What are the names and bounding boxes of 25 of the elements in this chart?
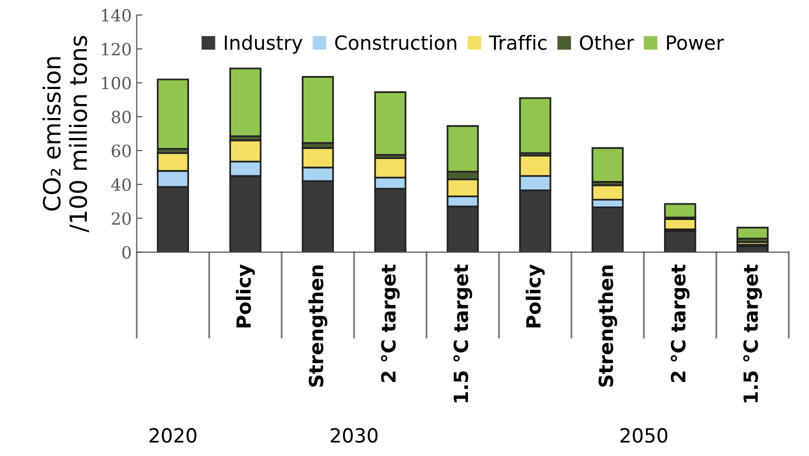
text: 2030 <box>330 428 378 443</box>
y-tick-label: 120 <box>102 42 131 56</box>
text: 2050 <box>620 428 668 443</box>
x-tick-label: Policy <box>236 264 255 328</box>
y-tick-label: 100 <box>102 76 131 90</box>
y-tick-label: 20 <box>112 212 131 225</box>
text: 2020 <box>150 428 196 443</box>
x-tick-label: Strengthen <box>598 266 618 387</box>
legend-label: Other <box>580 34 634 50</box>
x-tick-label: 1.5 °C target <box>453 264 472 402</box>
x-tick-label: 2 °C target <box>670 264 690 382</box>
y-tick-label: 40 <box>111 178 131 191</box>
legend-label: Traffic <box>488 34 546 50</box>
x-tick-label: Strengthen <box>308 266 328 387</box>
y-tick-label: 60 <box>112 144 131 158</box>
legend-label: Industry <box>224 34 302 54</box>
x-tick-label: 2 °C target <box>380 264 400 382</box>
y-tick-label: 140 <box>102 9 131 22</box>
y-tick-label: 80 <box>112 110 131 124</box>
x-tick-label: Policy <box>526 264 545 328</box>
y-tick-label: 0 <box>122 246 131 259</box>
x-tick-label: 1.5 °C target <box>743 264 762 402</box>
legend-label: Construction <box>335 34 456 50</box>
legend-label: Power <box>667 36 724 50</box>
y-axis-title: CO₂ emission /100 million tons <box>42 36 89 232</box>
